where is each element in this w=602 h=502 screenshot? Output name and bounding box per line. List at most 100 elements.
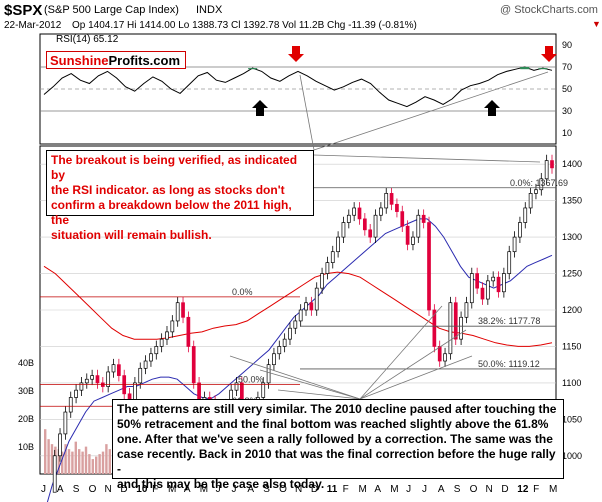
candle-body <box>159 338 164 347</box>
black-up-arrow-icon <box>252 100 268 116</box>
candle-body <box>491 276 496 282</box>
annotation-patterns-line: 50% retracement and the final bottom was… <box>117 417 549 431</box>
candle-body <box>282 338 287 347</box>
annotation-breakout-line: the RSI indicator. as long as stocks don… <box>51 183 285 197</box>
annotation-pointer <box>359 329 467 400</box>
index-name: (S&P 500 Large Cap Index) <box>44 4 179 16</box>
candle-body <box>395 203 399 212</box>
candle-body <box>469 273 474 304</box>
x-tick-label: A <box>374 484 381 495</box>
candle-body <box>448 302 453 355</box>
candle-body <box>507 251 512 274</box>
candle-body <box>421 214 426 223</box>
volume-bar <box>44 429 47 474</box>
x-tick-label: 10 <box>136 484 148 495</box>
retracement-label: 38.2%: 1177.78 <box>478 316 540 326</box>
candle-body <box>523 207 528 223</box>
rsi-tick-label: 10 <box>562 128 572 138</box>
x-tick-label: M <box>359 484 367 495</box>
rsi-overbought-fill <box>520 67 530 70</box>
candle-body <box>475 273 479 289</box>
volume-bar <box>78 449 81 474</box>
candle-body <box>368 229 373 238</box>
candle-body <box>106 371 111 387</box>
annotation-pointer <box>277 389 361 400</box>
candle-body <box>539 178 544 191</box>
annotation-pointer <box>313 154 541 163</box>
candle-body <box>453 302 458 340</box>
x-tick-label: D <box>501 484 508 495</box>
candle-body <box>518 222 522 238</box>
source-credit[interactable]: @ StockCharts.com <box>500 4 598 16</box>
candle-body <box>79 382 84 391</box>
candle-body <box>336 236 340 253</box>
x-tick-label: N <box>105 484 112 495</box>
volume-tick-label: 20B <box>18 414 34 424</box>
x-tick-label: O <box>279 484 287 495</box>
retracement-label: 50.0% <box>238 374 264 384</box>
rsi-label: RSI(14) 65.12 <box>56 34 119 45</box>
volume-bar <box>88 454 91 474</box>
candle-body <box>480 287 485 300</box>
volume-bar <box>71 451 74 474</box>
price-tick-label: 1050 <box>562 414 582 424</box>
price-tick-label: 1100 <box>562 378 581 388</box>
candle-body <box>117 364 121 376</box>
annotation-patterns-line: The patterns are still very similar. The… <box>117 402 557 416</box>
annotation-patterns: The patterns are still very similar. The… <box>112 399 564 491</box>
candle-body <box>384 193 389 209</box>
x-tick-label: O <box>89 484 97 495</box>
x-tick-label: A <box>57 484 64 495</box>
candle-body <box>175 302 180 322</box>
volume-bar <box>67 449 71 474</box>
candle-body <box>528 193 533 209</box>
volume-bar <box>61 451 64 474</box>
retracement-label: 0.0%: 1367.69 <box>510 178 568 188</box>
candle-body <box>298 309 303 322</box>
x-tick-label: A <box>184 484 191 495</box>
candle-body <box>170 320 175 333</box>
candle-body <box>416 214 421 238</box>
volume-bar <box>64 444 67 474</box>
volume-bar <box>50 444 54 474</box>
logo-word-sunshine: Sunshine <box>50 53 109 68</box>
candle-body <box>389 193 394 205</box>
x-tick-label: J <box>41 484 46 495</box>
candle-body <box>550 160 554 169</box>
x-tick-label: M <box>168 484 176 495</box>
rsi-overbought-fill <box>248 68 258 70</box>
candle-body <box>143 360 148 369</box>
candle-body <box>512 236 517 253</box>
rsi-line <box>43 66 553 108</box>
volume-bar <box>108 449 111 474</box>
annotation-breakout: The breakout is being verified, as indic… <box>46 150 314 242</box>
rsi-tick-label: 90 <box>562 40 572 50</box>
ticker-symbol: $SPX <box>4 2 43 19</box>
candle-body <box>111 364 116 373</box>
volume-bar <box>95 456 98 474</box>
x-tick-label: 12 <box>517 484 529 495</box>
x-tick-label: D <box>120 484 127 495</box>
candle-body <box>432 309 437 347</box>
rsi-tick-label: 30 <box>562 106 572 116</box>
volume-bar <box>105 444 108 474</box>
red-down-arrow-icon <box>541 46 557 62</box>
volume-bar <box>57 449 60 474</box>
annotation-pointer <box>313 71 549 151</box>
annotation-pointer <box>359 355 473 400</box>
candle-body <box>52 455 57 493</box>
candle-body <box>272 353 276 366</box>
chart-date: 22-Mar-2012 <box>4 20 62 31</box>
candle-body <box>191 346 196 384</box>
price-tick-label: 1350 <box>562 196 582 206</box>
annotation-pointer <box>259 369 361 400</box>
volume-bar <box>81 451 84 474</box>
volume-bar <box>98 454 101 474</box>
rsi-tick-label: 50 <box>562 84 572 94</box>
candle-body <box>149 353 153 362</box>
x-tick-label: F <box>533 484 539 495</box>
candle-body <box>90 375 94 380</box>
annotation-patterns-line: case recently. Back in 2010 that was the… <box>117 447 556 476</box>
candle-body <box>74 389 78 398</box>
candle-body <box>459 316 463 340</box>
